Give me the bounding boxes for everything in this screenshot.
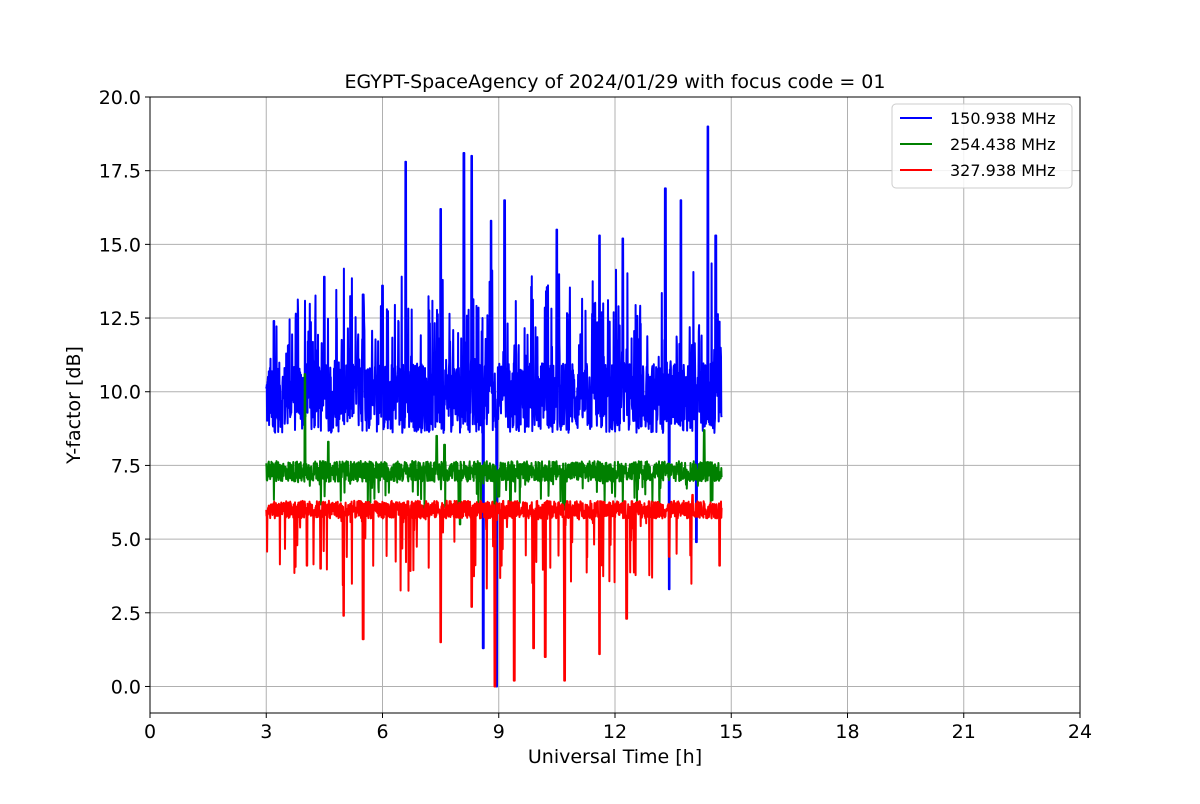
legend-label: 254.438 MHz <box>950 135 1055 154</box>
x-tick-label: 0 <box>144 721 156 743</box>
x-axis-label: Universal Time [h] <box>528 746 702 768</box>
y-tick-label: 2.5 <box>111 603 141 625</box>
x-tick-label: 9 <box>493 721 505 743</box>
series-line-0 <box>265 125 723 688</box>
chart-title: EGYPT-SpaceAgency of 2024/01/29 with foc… <box>345 71 886 93</box>
y-tick-label: 12.5 <box>99 308 141 330</box>
y-tick-label: 0.0 <box>111 676 141 698</box>
axis-ticks: 0 3 6 9 12 15 18 21 24 0.0 2.5 5.0 7.5 10.0 12.5 15.0 17… <box>99 87 1092 743</box>
legend-box <box>891 103 1073 189</box>
y-tick-label: 5.0 <box>111 529 141 551</box>
y-axis-label: Y-factor [dB] <box>63 346 85 465</box>
y-tick-label: 20.0 <box>99 87 141 109</box>
legend-label: 327.938 MHz <box>950 161 1055 180</box>
series-line-1 <box>265 373 723 535</box>
x-tick-label: 3 <box>260 721 272 743</box>
y-tick-label: 17.5 <box>99 161 141 183</box>
series-line-2 <box>265 493 723 688</box>
y-tick-label: 10.0 <box>99 382 141 404</box>
x-tick-label: 21 <box>952 721 976 743</box>
legend: 150.938 MHz 254.438 MHz 327.938 MHz <box>891 103 1073 189</box>
x-tick-label: 24 <box>1068 721 1092 743</box>
y-tick-label: 15.0 <box>99 234 141 256</box>
x-tick-label: 12 <box>603 721 627 743</box>
legend-label: 150.938 MHz <box>950 109 1055 128</box>
series-lines <box>265 125 723 688</box>
x-tick-label: 15 <box>719 721 743 743</box>
x-tick-label: 18 <box>835 721 859 743</box>
x-tick-label: 6 <box>376 721 388 743</box>
y-tick-label: 7.5 <box>111 455 141 477</box>
